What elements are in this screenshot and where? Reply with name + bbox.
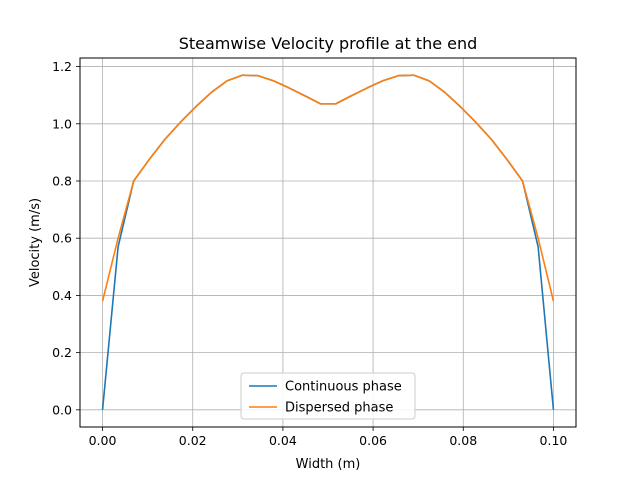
x-axis-label: Width (m) (296, 457, 361, 472)
series-lines (101, 74, 555, 410)
plot-frame (79, 57, 577, 428)
x-tick-label: 0.06 (359, 433, 387, 448)
series-line-dispersed-phase (101, 74, 555, 302)
y-tick-label: 0.0 (52, 402, 72, 417)
y-tick-label: 0.2 (52, 345, 72, 360)
x-tick-label: 0.10 (540, 433, 568, 448)
grid (80, 58, 576, 427)
x-tick-label: 0.08 (449, 433, 477, 448)
x-tick-label: 0.00 (89, 433, 117, 448)
x-tick-label: 0.04 (269, 433, 297, 448)
y-tick-label: 0.6 (52, 231, 72, 246)
axis-ticks: 0.00 0.02 0.04 0.06 0.08 0.10 0.0 0.2 0.4 0.6 0.8 1… (52, 59, 567, 448)
y-tick-label: 0.4 (52, 288, 72, 303)
y-tick-label: 1.0 (52, 116, 72, 131)
y-axis-label: Velocity (m/s) (28, 198, 43, 287)
y-tick-label: 1.2 (52, 59, 72, 74)
legend-box (240, 372, 416, 420)
x-tick-label: 0.02 (179, 433, 207, 448)
legend-label: Continuous phase (285, 380, 402, 395)
chart-title: Steamwise Velocity profile at the end (179, 34, 478, 53)
legend: Continuous phase Dispersed phase (240, 372, 416, 420)
legend-label: Dispersed phase (285, 401, 393, 416)
y-tick-label: 0.8 (52, 174, 72, 189)
